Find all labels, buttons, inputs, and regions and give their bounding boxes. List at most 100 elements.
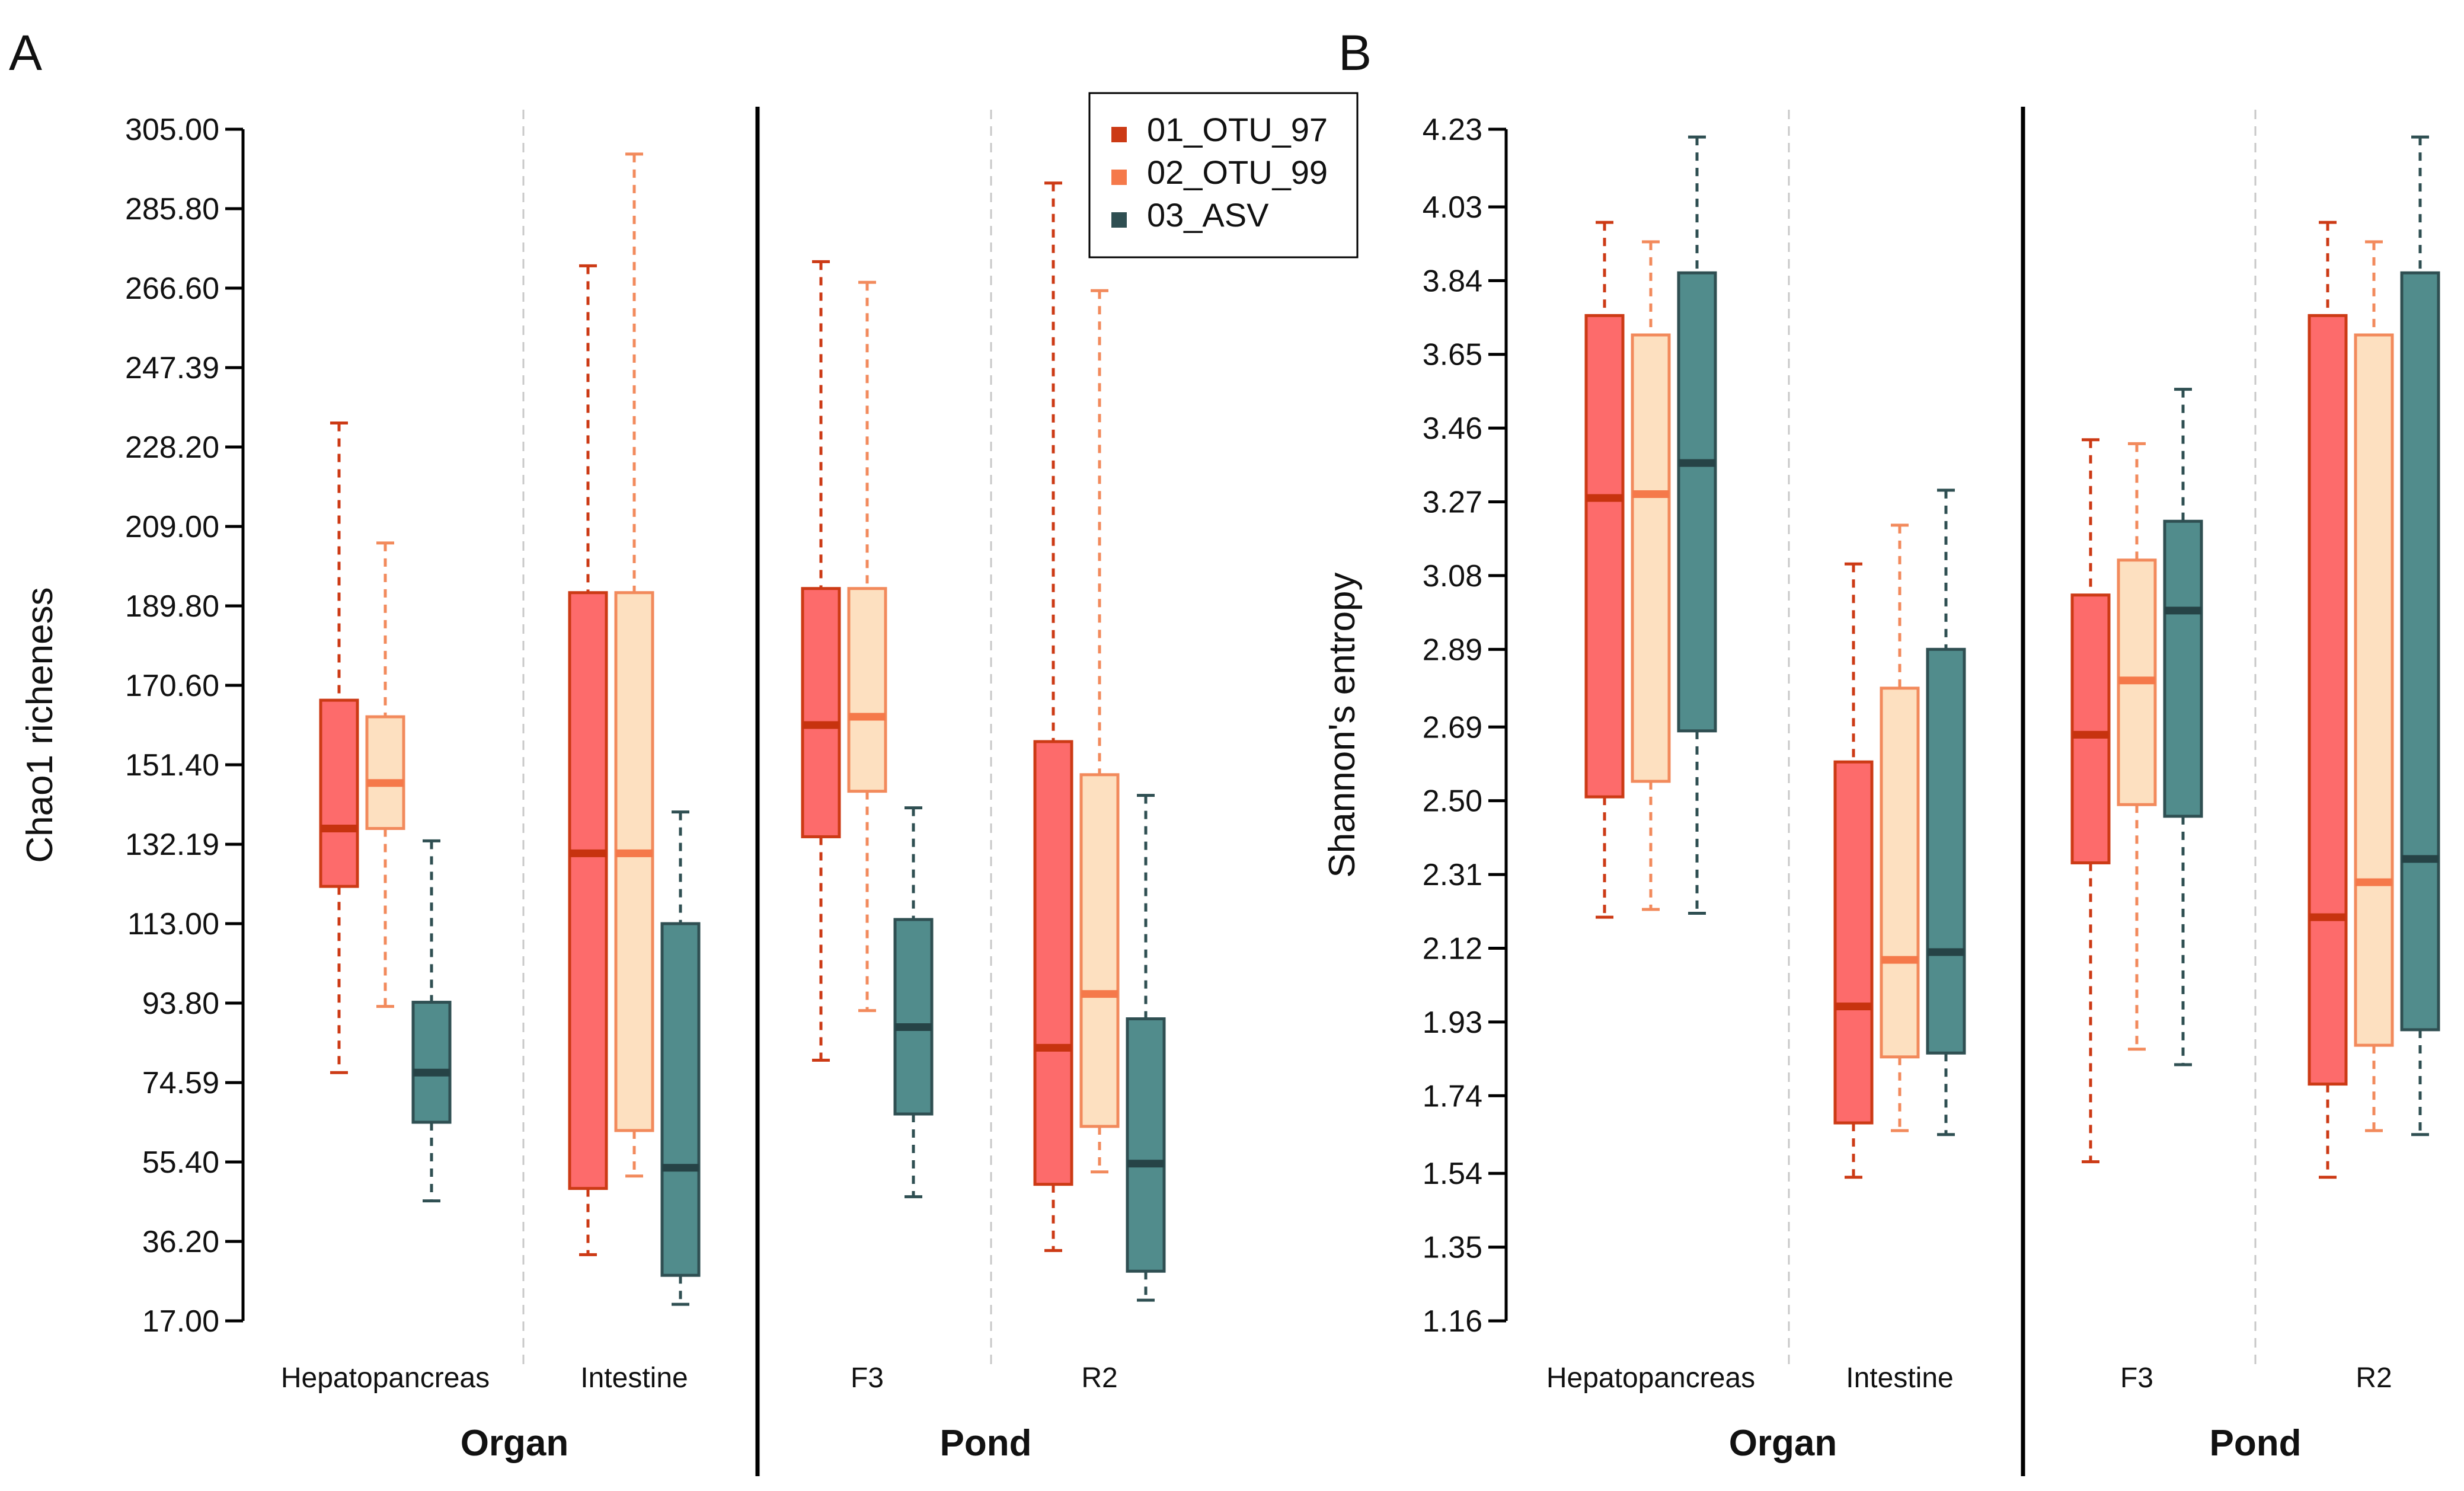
y-tick-label: 266.60 — [125, 272, 219, 306]
y-tick-label: 74.59 — [142, 1066, 219, 1100]
y-tick-label: 3.65 — [1423, 338, 1482, 372]
y-axis-title: Shannon's entropy — [1322, 572, 1363, 877]
group-label: Organ — [1729, 1423, 1837, 1464]
box-01_OTU_97-R2 — [2308, 221, 2348, 1179]
y-tick-label: 2.89 — [1423, 633, 1482, 667]
category-label: F3 — [851, 1362, 884, 1394]
y-tick-label: 3.46 — [1423, 411, 1482, 446]
box-body — [2308, 314, 2348, 1086]
y-tick-label: 36.20 — [142, 1225, 219, 1259]
legend-swatch — [1111, 212, 1127, 228]
box-body — [1126, 1017, 1166, 1273]
legend-label: 01_OTU_97 — [1147, 111, 1328, 148]
category-label: R2 — [2356, 1362, 2392, 1394]
y-tick-label: 1.16 — [1423, 1304, 1482, 1339]
box-03_ASV-F3 — [2163, 388, 2203, 1067]
y-tick-label: 3.08 — [1423, 559, 1482, 593]
category-label: Hepatopancreas — [1546, 1362, 1755, 1394]
box-02_OTU_99-F3 — [2117, 442, 2157, 1051]
box-body — [614, 591, 654, 1132]
y-tick-label: 3.84 — [1423, 264, 1482, 298]
box-03_ASV-F3 — [893, 806, 934, 1199]
box-body — [1833, 760, 1874, 1125]
y-tick-label: 228.20 — [125, 430, 219, 465]
category-label: Intestine — [1846, 1362, 1953, 1394]
y-tick-label: 3.27 — [1423, 486, 1482, 520]
box-body — [893, 918, 934, 1116]
y-tick-label: 189.80 — [125, 589, 219, 624]
box-body — [1079, 773, 1120, 1128]
y-axis-title: Chao1 richeness — [20, 587, 60, 863]
legend-label: 03_ASV — [1147, 196, 1269, 234]
box-01_OTU_97-F3 — [801, 260, 841, 1062]
category-label: R2 — [1081, 1362, 1117, 1394]
box-body — [1631, 333, 1671, 783]
box-body — [568, 591, 608, 1190]
y-tick-label: 209.00 — [125, 510, 219, 544]
box-01_OTU_97-R2 — [1033, 181, 1073, 1252]
box-body — [2163, 519, 2203, 818]
y-tick-label: 2.50 — [1423, 784, 1482, 819]
group-label: Pond — [2210, 1423, 2302, 1464]
y-tick-label: 2.12 — [1423, 931, 1482, 966]
box-body — [801, 587, 841, 838]
legend: 01_OTU_97 02_OTU_99 03_ASV — [1088, 92, 1359, 258]
y-tick-label: 1.54 — [1423, 1157, 1482, 1191]
category-label: Hepatopancreas — [281, 1362, 490, 1394]
box-02_OTU_99-R2 — [2354, 240, 2394, 1132]
y-tick-label: 151.40 — [125, 748, 219, 783]
box-03_ASV-Hepatopancreas — [411, 839, 452, 1203]
y-tick-label: 17.00 — [142, 1304, 219, 1339]
y-tick-label: 55.40 — [142, 1145, 219, 1180]
box-body — [847, 587, 887, 793]
box-03_ASV-R2 — [2400, 135, 2440, 1136]
box-body — [1880, 687, 1920, 1059]
legend-label: 02_OTU_99 — [1147, 154, 1328, 191]
box-body — [411, 1001, 452, 1124]
box-03_ASV-Intestine — [660, 810, 701, 1306]
y-tick-label: 132.19 — [125, 828, 219, 862]
panel-B: B 1.16 1.35 1.54 1.74 1.93 2.12 2.31 2.50 2.69 2.8… — [1322, 25, 2440, 1476]
y-tick-label: 1.35 — [1423, 1231, 1482, 1265]
panel-label: A — [9, 25, 42, 81]
panel-label: B — [1338, 25, 1372, 81]
box-body — [365, 715, 405, 830]
y-tick-label: 1.93 — [1423, 1005, 1482, 1040]
box-02_OTU_99-R2 — [1079, 289, 1120, 1174]
legend-swatch — [1111, 170, 1127, 185]
box-body — [2400, 271, 2440, 1032]
y-tick-label: 247.39 — [125, 351, 219, 385]
y-tick-label: 170.60 — [125, 669, 219, 703]
box-body — [1033, 740, 1073, 1186]
box-01_OTU_97-Hepatopancreas — [319, 422, 359, 1074]
legend-box — [1088, 92, 1359, 258]
y-tick-label: 4.03 — [1423, 190, 1482, 225]
box-03_ASV-R2 — [1126, 794, 1166, 1302]
group-label: Pond — [940, 1423, 1032, 1464]
y-tick-label: 4.23 — [1423, 113, 1482, 147]
box-body — [2070, 593, 2111, 864]
box-02_OTU_99-F3 — [847, 280, 887, 1013]
panel-A: A 17.00 36.20 55.40 74.59 93.80 113.00 132.19 15… — [9, 25, 1166, 1476]
category-label: Intestine — [580, 1362, 688, 1394]
y-tick-label: 1.74 — [1423, 1079, 1482, 1113]
box-01_OTU_97-F3 — [2070, 438, 2111, 1164]
box-02_OTU_99-Intestine — [614, 152, 654, 1178]
box-02_OTU_99-Intestine — [1880, 523, 1920, 1132]
box-01_OTU_97-Intestine — [568, 264, 608, 1256]
box-01_OTU_97-Hepatopancreas — [1584, 221, 1625, 919]
box-body — [1677, 271, 1717, 733]
box-02_OTU_99-Hepatopancreas — [365, 541, 405, 1008]
y-tick-label: 2.69 — [1423, 710, 1482, 745]
box-02_OTU_99-Hepatopancreas — [1631, 240, 1671, 911]
y-tick-label: 285.80 — [125, 192, 219, 226]
legend-swatch — [1111, 127, 1127, 142]
box-body — [1926, 647, 1966, 1055]
y-tick-label: 305.00 — [125, 113, 219, 147]
box-body — [319, 698, 359, 888]
box-body — [2354, 333, 2394, 1047]
y-tick-label: 93.80 — [142, 986, 219, 1021]
y-tick-label: 113.00 — [127, 907, 219, 941]
box-body — [660, 922, 701, 1277]
